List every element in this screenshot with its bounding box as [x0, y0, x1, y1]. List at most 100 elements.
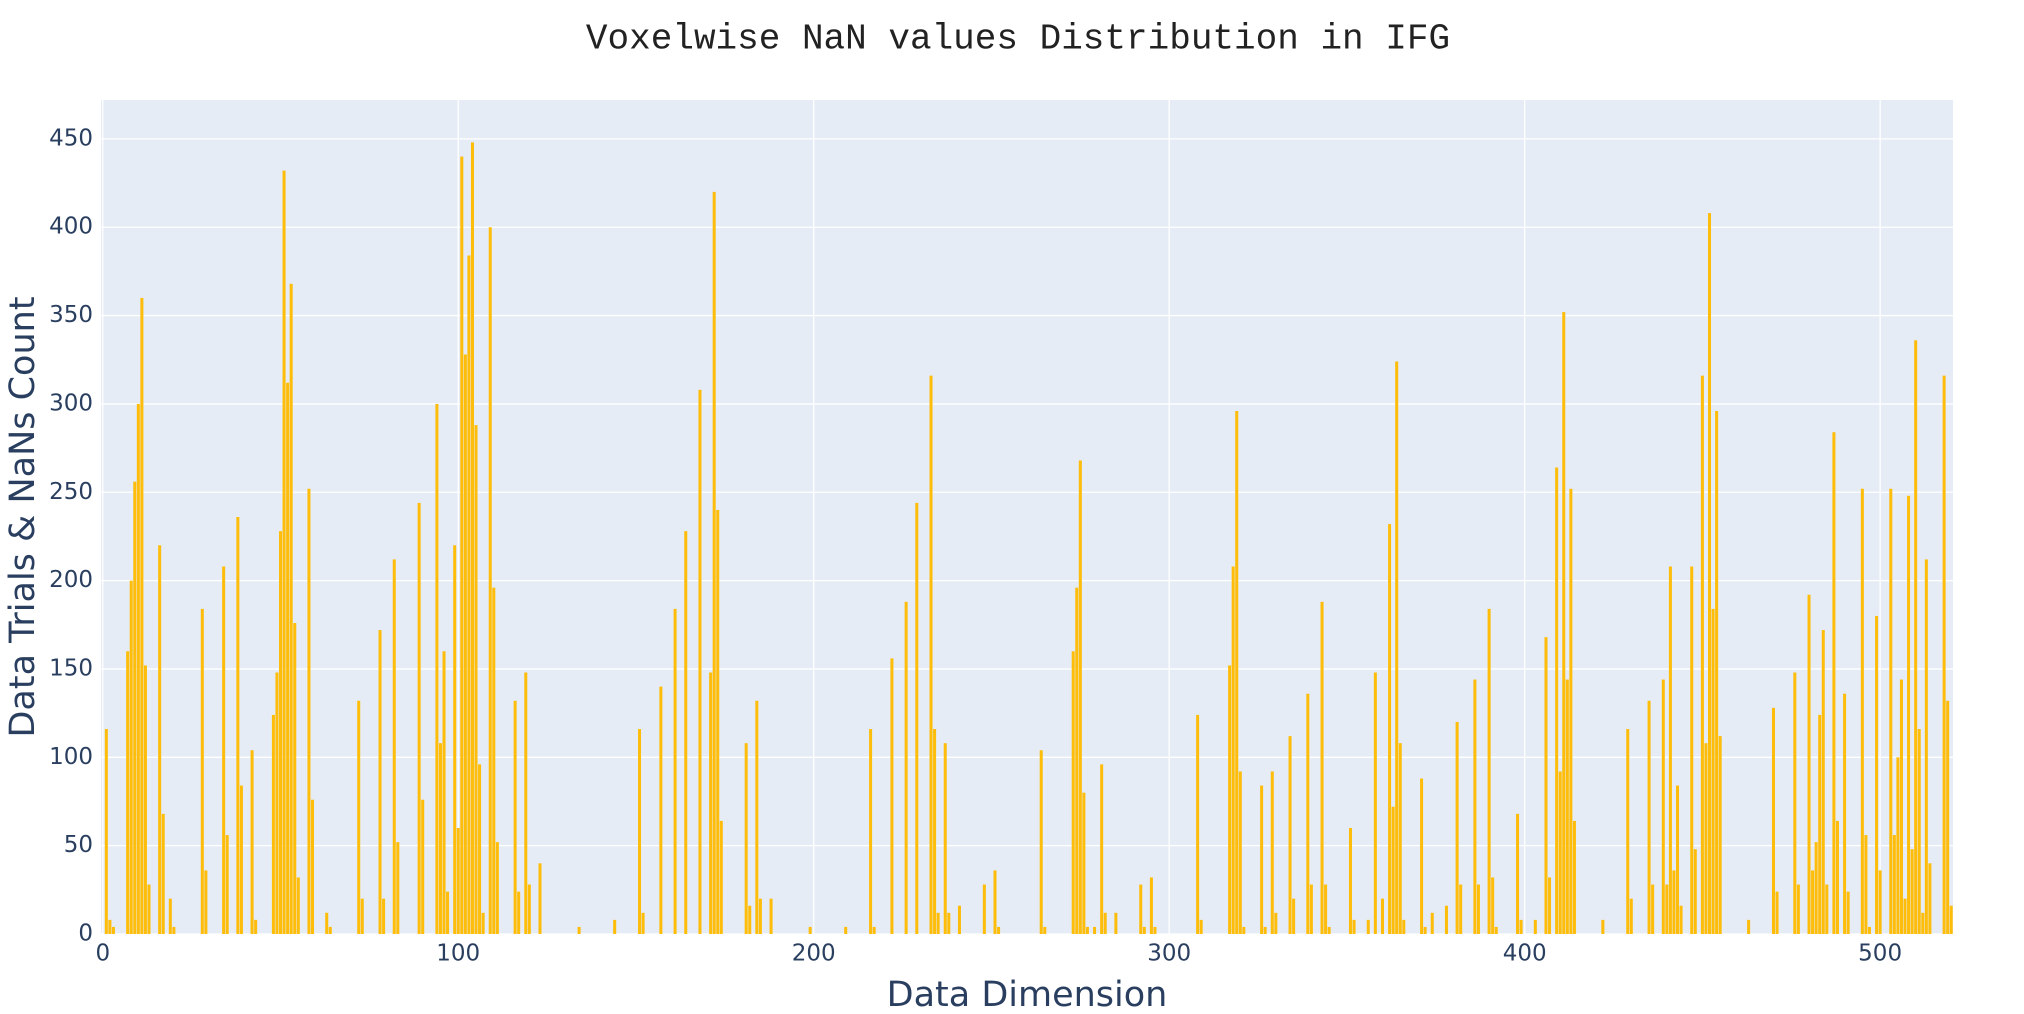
bar: [1775, 891, 1779, 934]
bar: [890, 658, 894, 934]
bar: [957, 905, 961, 934]
bar: [1899, 679, 1903, 934]
bar: [709, 672, 713, 934]
bar: [1398, 743, 1402, 934]
y-tick-label: 150: [49, 655, 93, 681]
bar: [1796, 884, 1800, 934]
x-tick-label: 300: [1147, 941, 1191, 967]
bar: [1395, 361, 1399, 934]
bar: [1420, 778, 1424, 934]
bar: [1139, 884, 1143, 934]
bar: [1078, 460, 1082, 934]
bar: [1459, 884, 1463, 934]
bar: [1327, 926, 1331, 934]
bar: [1292, 898, 1296, 934]
bar: [1373, 672, 1377, 934]
bar: [1093, 926, 1097, 934]
bar: [1892, 835, 1896, 934]
bar: [1533, 919, 1537, 934]
bar: [129, 580, 133, 934]
bar: [225, 835, 229, 934]
bar: [993, 870, 997, 934]
y-tick-label: 200: [49, 567, 93, 593]
bar: [104, 729, 108, 934]
bar: [108, 919, 112, 934]
bar: [872, 926, 876, 934]
bar: [382, 898, 386, 934]
bar: [1476, 884, 1480, 934]
bar: [1231, 566, 1235, 934]
bar: [1875, 615, 1879, 934]
bar: [1601, 919, 1605, 934]
x-tick-label: 0: [95, 941, 110, 967]
bar: [673, 608, 677, 934]
bar: [1309, 884, 1313, 934]
bar: [136, 403, 140, 934]
bar: [808, 926, 812, 934]
bar: [1039, 750, 1043, 934]
bar: [1878, 870, 1882, 934]
bar: [1555, 467, 1559, 934]
x-axis-title: Data Dimension: [887, 975, 1168, 1014]
x-tick-label: 200: [792, 941, 836, 967]
bar: [1949, 905, 1953, 934]
bar: [1352, 919, 1356, 934]
bar: [1675, 785, 1680, 934]
bar: [527, 884, 531, 934]
bar: [1196, 714, 1200, 934]
bar: [929, 375, 933, 935]
bar: [943, 743, 947, 934]
bar: [1199, 919, 1203, 934]
bar: [282, 170, 286, 934]
bar: [1818, 714, 1822, 934]
bar: [279, 531, 283, 934]
bar: [236, 517, 240, 934]
bar: [1228, 665, 1232, 934]
bar: [1807, 594, 1811, 934]
bar: [463, 354, 467, 934]
bar: [1704, 743, 1708, 934]
bar: [1320, 601, 1324, 934]
bar: [1864, 835, 1868, 934]
bar: [1946, 700, 1950, 934]
bar: [1491, 877, 1495, 934]
bar: [446, 891, 450, 934]
bar: [271, 714, 275, 934]
bar: [982, 884, 986, 934]
bar: [1707, 213, 1712, 935]
bar: [140, 297, 144, 934]
bar: [1348, 827, 1352, 934]
bar: [744, 743, 748, 934]
bar: [250, 750, 254, 934]
bar: [758, 898, 762, 934]
bar: [1910, 849, 1914, 934]
bar: [684, 531, 688, 934]
bar: [474, 425, 478, 934]
bar: [1914, 340, 1918, 935]
bar: [538, 863, 542, 934]
bar: [456, 827, 460, 934]
bar: [577, 926, 581, 934]
bar: [1565, 679, 1569, 934]
bar: [1153, 926, 1157, 934]
bar: [289, 283, 293, 935]
bar: [254, 919, 258, 934]
bar: [719, 820, 723, 934]
bar: [1647, 700, 1651, 934]
bar: [1629, 898, 1633, 934]
bar: [111, 926, 115, 934]
bar: [133, 481, 137, 934]
bar: [392, 559, 396, 934]
bar: [161, 813, 165, 934]
bar: [435, 403, 439, 934]
bar: [1907, 495, 1911, 934]
bar: [204, 870, 208, 934]
bar: [1860, 488, 1864, 934]
bar: [126, 651, 130, 934]
bar: [286, 382, 290, 934]
bar: [470, 142, 474, 934]
bar: [1548, 877, 1552, 934]
bar: [1043, 926, 1047, 934]
bar: [1747, 919, 1751, 934]
bar: [1903, 898, 1907, 934]
